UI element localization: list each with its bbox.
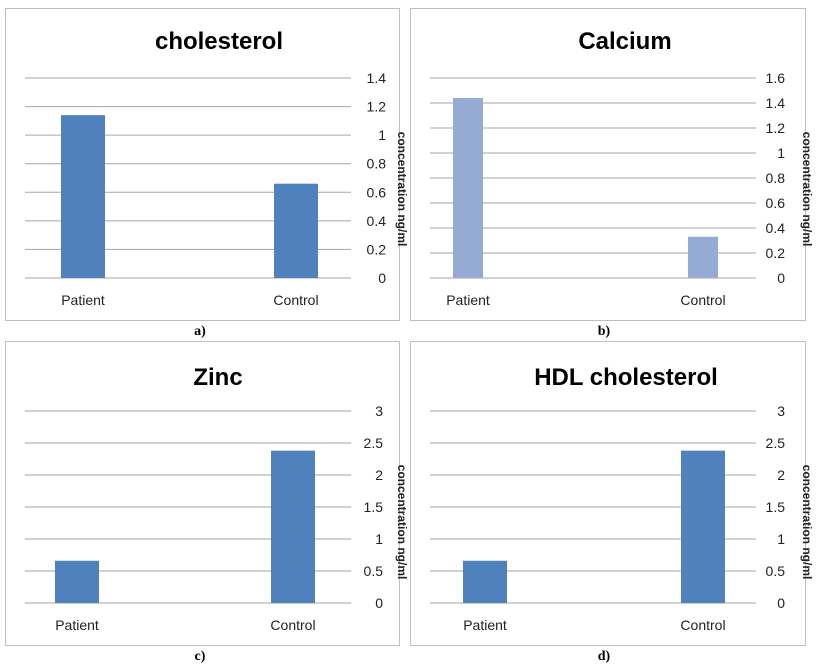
y-tick-label: 3 — [375, 403, 383, 419]
y-axis-label: concentration ng/ml — [395, 132, 409, 247]
chart-a: cholesterol 1.4 1.2 1 0.8 0.6 0.4 0.2 0 Patient Co… — [25, 28, 409, 308]
x-tick-label: Patient — [61, 292, 105, 308]
bar-control — [681, 450, 725, 603]
x-tick-label: Control — [680, 617, 725, 633]
y-tick-label: 1.2 — [766, 120, 786, 136]
bar-patient — [463, 560, 507, 603]
bar-control — [688, 236, 718, 278]
y-tick-label: 0.4 — [367, 213, 387, 229]
y-tick-label: 0.5 — [766, 563, 786, 579]
x-tick-label: Control — [270, 617, 315, 633]
chart-title: Zinc — [193, 364, 242, 391]
chart-b: Calcium 1.6 1.4 1.2 1 0.8 0.6 0.4 0.2 0 Patient Con… — [430, 28, 814, 308]
chart-title: HDL cholesterol — [534, 364, 718, 391]
bar-patient — [453, 98, 483, 278]
panel-a: cholesterol 1.4 1.2 1 0.8 0.6 0.4 0.2 0 Patient Co… — [5, 8, 409, 321]
y-tick-label: 1.2 — [367, 99, 387, 115]
y-tick-label: 0.8 — [766, 170, 786, 186]
y-tick-label: 2.5 — [766, 435, 786, 451]
y-tick-label: 1 — [378, 127, 386, 143]
panel-b: Calcium 1.6 1.4 1.2 1 0.8 0.6 0.4 0.2 0 Patient Con… — [410, 8, 814, 321]
panel-c: Zinc 3 2.5 2 1.5 1 0.5 0 Patient Control concentra… — [5, 341, 409, 646]
y-tick-label: 0.2 — [367, 241, 387, 257]
y-tick-label: 1 — [777, 531, 785, 547]
y-tick-label: 0 — [375, 595, 383, 611]
y-tick-label: 2.5 — [364, 435, 384, 451]
bar-control — [274, 183, 318, 278]
caption-a: a) — [194, 324, 206, 339]
caption-d: d) — [597, 649, 611, 664]
x-tick-label: Patient — [55, 617, 99, 633]
y-axis-label: concentration ng/ml — [800, 132, 814, 247]
y-axis-label: concentration ng/ml — [800, 465, 814, 580]
chart-c: Zinc 3 2.5 2 1.5 1 0.5 0 Patient Control concentra… — [25, 364, 409, 633]
y-tick-label: 0.8 — [367, 156, 387, 172]
caption-b: b) — [597, 324, 611, 339]
chart-title: cholesterol — [155, 28, 283, 55]
y-tick-label: 1.5 — [364, 499, 384, 515]
y-tick-label: 2 — [777, 467, 785, 483]
y-tick-label: 3 — [777, 403, 785, 419]
bar-patient — [55, 560, 99, 603]
y-tick-label: 0.5 — [364, 563, 384, 579]
y-tick-label: 0.2 — [766, 245, 786, 261]
x-tick-label: Control — [680, 292, 725, 308]
panel-d: HDL cholesterol 3 2.5 2 1.5 1 0.5 0 Patient Contr… — [410, 341, 814, 646]
bar-patient — [61, 115, 105, 279]
x-tick-label: Control — [273, 292, 318, 308]
y-tick-label: 0 — [378, 270, 386, 286]
y-tick-label: 0.6 — [766, 195, 786, 211]
y-tick-label: 1.4 — [766, 95, 786, 111]
y-tick-label: 0.6 — [367, 184, 387, 200]
y-tick-label: 0.4 — [766, 220, 786, 236]
y-tick-label: 1.5 — [766, 499, 786, 515]
x-tick-label: Patient — [463, 617, 507, 633]
bar-control — [271, 450, 315, 603]
y-axis-label: concentration ng/ml — [395, 465, 409, 580]
x-tick-label: Patient — [446, 292, 490, 308]
caption-c: c) — [194, 649, 206, 664]
y-tick-label: 2 — [375, 467, 383, 483]
y-tick-label: 0 — [777, 595, 785, 611]
chart-d: HDL cholesterol 3 2.5 2 1.5 1 0.5 0 Patient Contr… — [430, 364, 814, 633]
y-tick-label: 1.4 — [367, 70, 387, 86]
y-tick-label: 1 — [777, 145, 785, 161]
y-tick-label: 1.6 — [766, 70, 786, 86]
y-tick-label: 0 — [777, 270, 785, 286]
chart-title: Calcium — [578, 28, 671, 55]
y-tick-label: 1 — [375, 531, 383, 547]
